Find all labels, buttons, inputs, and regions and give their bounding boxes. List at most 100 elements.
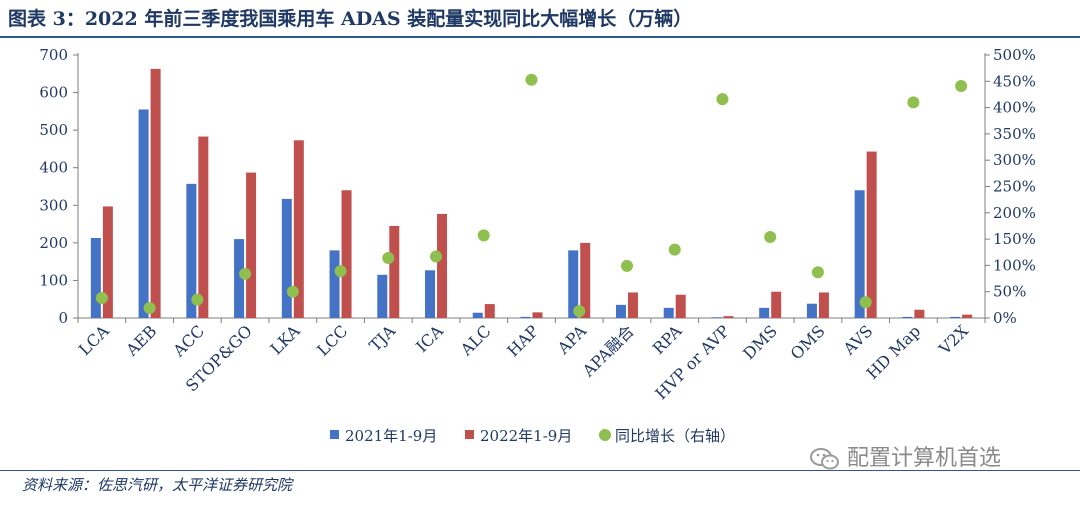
bar-2021 (950, 316, 961, 318)
growth-point (955, 80, 968, 93)
y-right-tick-label: 50% (993, 283, 1026, 301)
bar-2021 (568, 250, 579, 318)
bar-2021 (425, 270, 436, 318)
legend-label: 2022年1-9月 (480, 427, 572, 445)
y-left-tick-label: 600 (39, 84, 68, 102)
bar-2022 (198, 136, 209, 318)
legend-swatch (465, 430, 474, 439)
bar-2022 (580, 242, 591, 318)
wechat-icon (810, 448, 839, 470)
bar-2022 (102, 206, 113, 318)
growth-point (573, 305, 586, 318)
watermark: 配置计算机首选 (810, 440, 1001, 472)
bar-2022 (437, 213, 448, 318)
growth-point (764, 230, 777, 243)
source-divider (0, 470, 1080, 471)
growth-point (286, 285, 299, 298)
bar-2021 (138, 109, 149, 318)
y-left-tick-label: 500 (39, 121, 68, 139)
growth-point (811, 266, 824, 279)
y-left-tick-label: 400 (39, 159, 68, 177)
y-left-tick-label: 200 (39, 234, 68, 252)
legend-swatch (599, 429, 611, 441)
growth-point (668, 243, 681, 256)
bar-2022 (341, 190, 352, 318)
legend-swatch (330, 430, 339, 439)
growth-points-layer (95, 73, 968, 318)
bar-2021 (329, 250, 340, 318)
axes-layer (73, 53, 990, 323)
bar-2022 (150, 68, 161, 318)
bar-2021 (377, 274, 388, 318)
y-left-tick-label: 300 (39, 196, 68, 214)
growth-point (95, 292, 108, 305)
bars-layer (90, 68, 973, 318)
x-tick-label: ICA (412, 321, 447, 356)
x-tick-label: LKA (267, 321, 304, 358)
y-right-tick-label: 0% (993, 309, 1017, 327)
bar-2022 (389, 225, 400, 318)
bar-2022 (246, 172, 257, 318)
title-divider (0, 36, 1080, 38)
bar-2022 (962, 314, 973, 318)
bar-2021 (520, 316, 531, 318)
y-right-tick-label: 300% (993, 151, 1036, 169)
x-tick-label: DMS (739, 321, 781, 363)
x-tick-label: ACC (169, 321, 209, 361)
bar-2021 (663, 307, 674, 318)
bar-2021 (806, 303, 817, 318)
bar-2022 (293, 140, 304, 318)
x-tick-label: LCC (313, 321, 351, 359)
y-left-tick-label: 700 (39, 46, 68, 64)
growth-point (239, 267, 252, 280)
legend: 2021年1-9月 2022年1-9月 同比增长（右轴） (330, 427, 735, 445)
source-note: 资料来源：佐思汽研，太平洋证券研究院 (22, 476, 293, 494)
growth-point (334, 265, 347, 278)
x-tick-label: V2X (934, 321, 972, 359)
x-tick-label: TJA (365, 321, 399, 355)
growth-point (430, 250, 443, 263)
y-right-tick-label: 250% (993, 178, 1036, 196)
bar-2022 (914, 309, 925, 318)
x-tick-label: APA融合 (578, 321, 638, 381)
growth-point (859, 296, 872, 309)
y-left-tick-label: 0 (58, 309, 68, 327)
bar-2021 (711, 317, 722, 318)
y-right-tick-label: 150% (993, 230, 1036, 248)
y-left-tick-label: 100 (39, 271, 68, 289)
growth-point (907, 96, 920, 109)
bar-2021 (281, 198, 292, 318)
bar-2022 (866, 151, 877, 318)
x-tick-label: AVS (839, 321, 877, 359)
growth-point (716, 93, 729, 106)
y-right-tick-label: 100% (993, 256, 1036, 274)
bar-2021 (234, 239, 245, 318)
y-right-tick-label: 500% (993, 46, 1036, 64)
y-right-tick-label: 200% (993, 204, 1036, 222)
bar-2022 (723, 316, 734, 318)
y-right-tick-label: 450% (993, 72, 1036, 90)
bar-2021 (759, 307, 770, 318)
x-tick-label: RPA (649, 321, 686, 358)
growth-point (143, 302, 156, 315)
y-right-tick-label: 400% (993, 99, 1036, 117)
bar-2021 (615, 304, 626, 318)
bar-2021 (472, 312, 483, 318)
bar-2022 (675, 294, 686, 318)
growth-point (382, 252, 395, 265)
bar-2022 (771, 291, 782, 318)
bar-2021 (186, 183, 197, 318)
x-tick-label: OMS (787, 321, 829, 363)
legend-label: 同比增长（右轴） (615, 427, 735, 445)
bar-2021 (902, 316, 913, 318)
growth-point (477, 229, 490, 242)
y-right-tick-label: 350% (993, 125, 1036, 143)
growth-point (191, 293, 204, 306)
bar-2022 (818, 292, 829, 318)
x-tick-label: APA (553, 321, 590, 358)
growth-point (620, 259, 633, 272)
growth-point (525, 73, 538, 86)
x-tick-label: LCA (75, 321, 113, 359)
x-tick-label: HAP (503, 321, 542, 360)
